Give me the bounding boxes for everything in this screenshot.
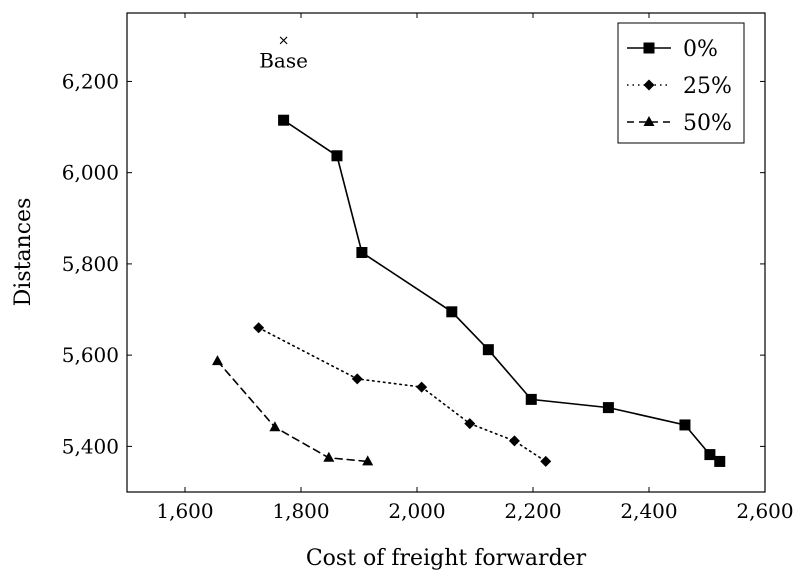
series-line (216, 360, 369, 463)
annotation-layer: Base (259, 36, 308, 72)
data-point (602, 402, 614, 414)
data-point (416, 381, 428, 393)
data-point (679, 419, 691, 431)
data-point (525, 393, 537, 405)
x-tick-label: 2,400 (620, 499, 677, 523)
legend-box (617, 22, 745, 144)
series-line (257, 326, 547, 463)
y-axis-label: Distances (11, 198, 36, 307)
legend: 0% 25% 50% (617, 22, 745, 144)
plot-frame (126, 12, 766, 493)
data-point (362, 455, 374, 466)
data-point (704, 449, 716, 461)
legend-item: 50% (627, 111, 732, 136)
series-layer (211, 114, 726, 467)
data-point (508, 435, 520, 447)
data-point (464, 418, 476, 430)
legend-marker (643, 116, 655, 126)
data-point (356, 247, 368, 258)
y-tick-label: 5,800 (62, 252, 119, 276)
x-axis-label: Cost of freight forwarder (306, 546, 587, 571)
x-tick-label: 2,000 (388, 499, 445, 523)
y-tick-label: 6,000 (62, 161, 119, 185)
legend-label: 0% (683, 37, 718, 62)
x-tick-label: 1,800 (272, 499, 329, 523)
y-tick-label: 5,600 (62, 343, 119, 367)
data-point (278, 114, 290, 126)
y-tick-label: 6,200 (62, 69, 119, 93)
data-point (331, 150, 343, 162)
data-point (253, 322, 265, 334)
legend-label: 25% (683, 74, 732, 99)
legend-marker (643, 79, 655, 91)
series-1 (253, 322, 552, 467)
data-point (540, 455, 552, 467)
axis-ticks: 1,600 1,800 2,000 2,200 2,400 2,600 5,400 5,600… (62, 13, 794, 523)
annotation-marker (279, 36, 288, 45)
legend-item: 0% (627, 37, 718, 62)
series-0 (278, 114, 726, 467)
annotation-label: Base (259, 48, 308, 72)
legend-item: 25% (627, 74, 732, 99)
data-point (211, 355, 223, 366)
x-tick-label: 2,200 (504, 499, 561, 523)
data-point (714, 455, 726, 467)
data-point (269, 421, 281, 432)
data-point (482, 344, 494, 356)
legend-marker (643, 42, 655, 54)
series-line (282, 119, 721, 463)
data-point (351, 373, 363, 385)
x-tick-label: 1,600 (156, 499, 213, 523)
data-point (323, 451, 335, 462)
series-2 (211, 355, 374, 466)
data-point (446, 306, 458, 318)
x-tick-label: 2,600 (736, 499, 793, 523)
y-tick-label: 5,400 (62, 434, 119, 458)
legend-label: 50% (683, 111, 732, 136)
